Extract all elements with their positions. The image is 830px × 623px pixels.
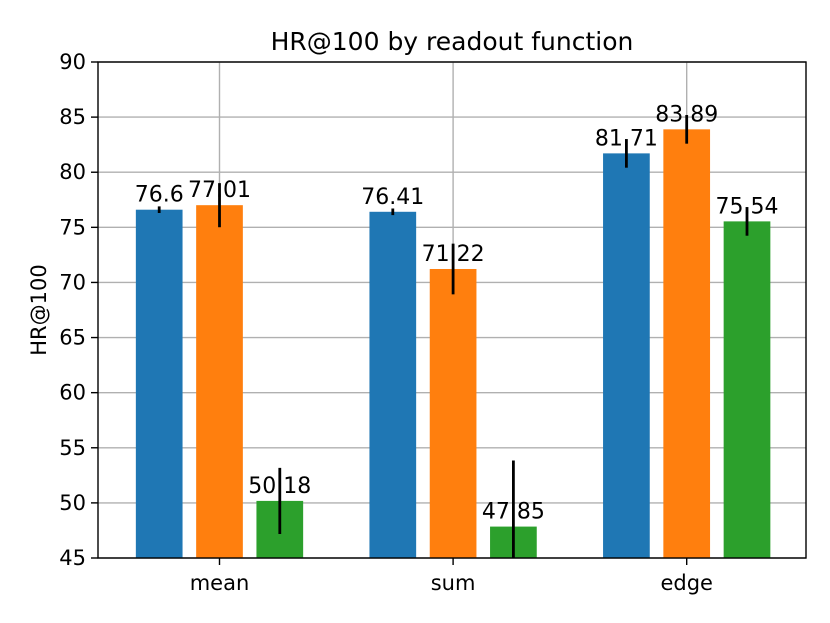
y-tick-label: 65 — [59, 326, 86, 350]
data-label: 50.18 — [248, 474, 311, 499]
bar-sum-0 — [369, 211, 417, 559]
x-tick-label: mean — [190, 571, 250, 595]
y-tick-label: 75 — [59, 215, 86, 239]
bar-edge-0 — [603, 153, 650, 559]
bar-mean-0 — [135, 209, 183, 558]
data-label: 83.89 — [655, 102, 718, 127]
bar-mean-1 — [196, 205, 243, 559]
y-tick-label: 85 — [59, 105, 86, 129]
axes-layer: 45 50 55 60 65 70 75 80 85 90 mean sum edge — [59, 50, 807, 595]
chart-title: HR@100 by readout function — [271, 27, 634, 56]
data-label: 76.6 — [135, 183, 184, 208]
y-tick-label: 50 — [59, 491, 86, 515]
bars-layer — [135, 129, 771, 559]
bar-edge-1 — [663, 129, 711, 559]
data-label: 75.54 — [716, 194, 779, 219]
bar-edge-2 — [723, 221, 771, 558]
x-tick-label: sum — [431, 571, 476, 595]
data-label: 47.85 — [482, 500, 545, 525]
y-tick-label: 80 — [59, 160, 86, 184]
y-tick-label: 60 — [59, 381, 86, 405]
x-tick-label: edge — [660, 571, 713, 595]
y-tick-label: 90 — [59, 50, 86, 74]
plot-frame — [97, 61, 807, 559]
data-label: 81.71 — [595, 126, 658, 151]
data-label: 71.22 — [422, 242, 485, 267]
labels-layer: 76.6 76.41 81.71 77.01 71.22 83.89 50.18 47.85 7… — [135, 102, 779, 558]
data-label: 77.01 — [188, 178, 251, 203]
data-label: 76.41 — [361, 185, 424, 210]
bar-sum-1 — [429, 268, 477, 558]
y-tick-label: 55 — [59, 436, 86, 460]
y-tick-label: 45 — [59, 546, 86, 570]
y-axis-label: HR@100 — [27, 264, 51, 355]
y-tick-label: 70 — [59, 270, 86, 294]
